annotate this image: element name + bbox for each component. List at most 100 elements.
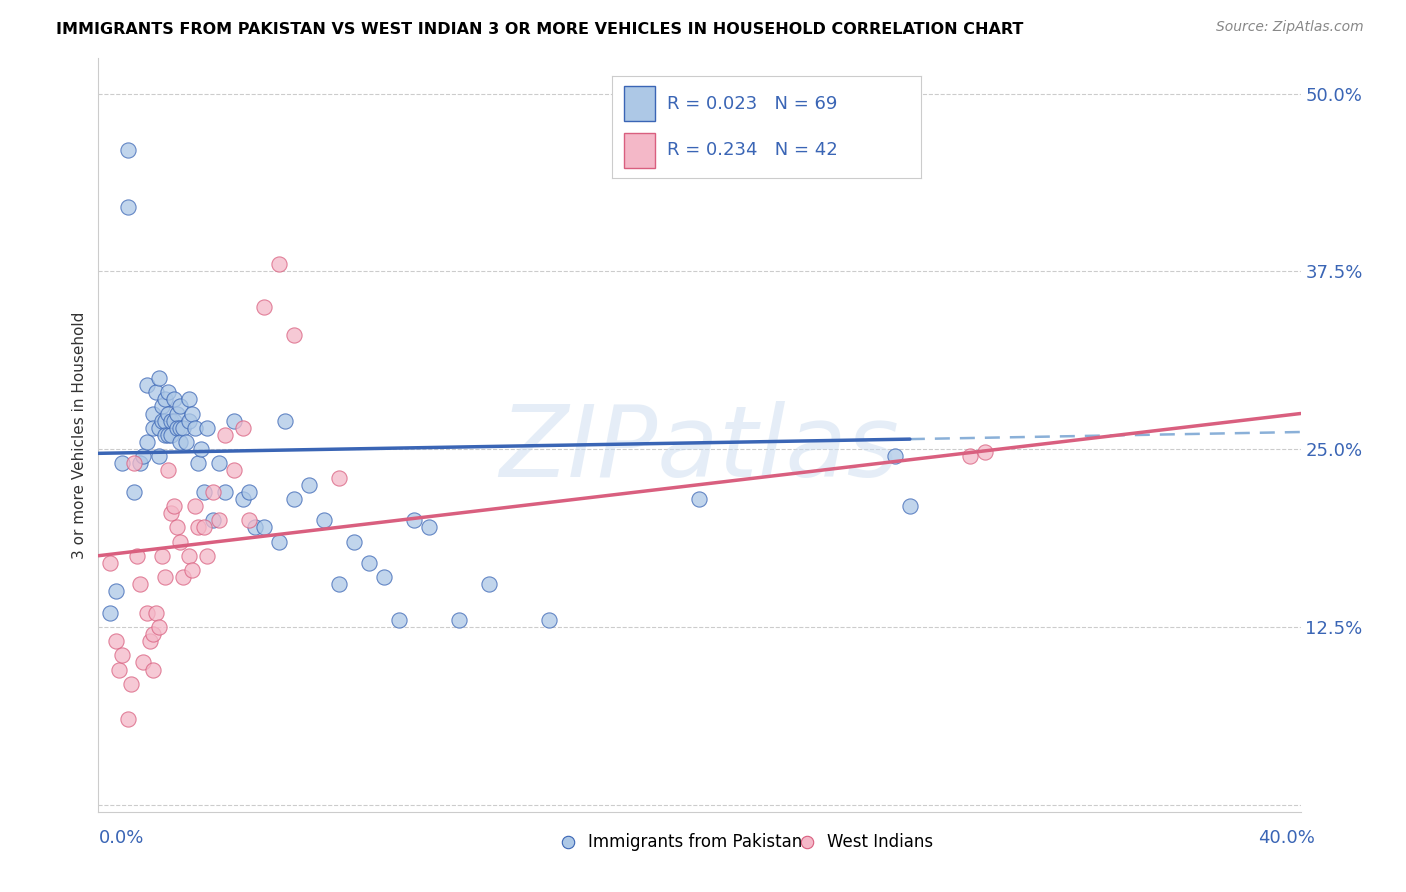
- Point: [187, 456, 209, 470]
- Point: [180, 563, 202, 577]
- Point: [208, 513, 231, 527]
- Text: Immigrants from Pakistan: Immigrants from Pakistan: [588, 833, 801, 851]
- Point: [201, 484, 224, 499]
- Point: [343, 534, 366, 549]
- Point: [145, 606, 167, 620]
- Point: [357, 556, 380, 570]
- Point: [105, 634, 128, 648]
- Point: [388, 613, 411, 627]
- Point: [105, 584, 128, 599]
- Point: [193, 520, 215, 534]
- Point: [166, 520, 188, 534]
- Point: [177, 549, 200, 563]
- Point: [253, 300, 276, 314]
- Point: [172, 570, 194, 584]
- Point: [129, 577, 152, 591]
- Point: [214, 484, 236, 499]
- Point: [141, 407, 163, 421]
- Point: [169, 534, 191, 549]
- Point: [141, 421, 163, 435]
- Point: [159, 427, 181, 442]
- Point: [183, 499, 205, 513]
- Point: [156, 385, 179, 400]
- Point: [298, 477, 321, 491]
- Point: [138, 634, 160, 648]
- Point: [124, 456, 146, 470]
- Point: [150, 414, 173, 428]
- Point: [274, 414, 297, 428]
- Point: [162, 414, 184, 428]
- Text: 40.0%: 40.0%: [1258, 829, 1315, 847]
- Point: [129, 456, 152, 470]
- Point: [166, 407, 188, 421]
- Point: [214, 427, 236, 442]
- Point: [121, 677, 143, 691]
- Point: [153, 427, 176, 442]
- Point: [135, 434, 157, 449]
- Point: [328, 577, 350, 591]
- Point: [148, 449, 170, 463]
- Point: [132, 656, 155, 670]
- Point: [253, 520, 276, 534]
- Point: [312, 513, 335, 527]
- Point: [557, 835, 579, 849]
- Point: [141, 663, 163, 677]
- Point: [177, 392, 200, 407]
- Point: [193, 484, 215, 499]
- Point: [148, 421, 170, 435]
- Point: [208, 456, 231, 470]
- Point: [243, 520, 266, 534]
- Point: [201, 513, 224, 527]
- Text: West Indians: West Indians: [827, 833, 932, 851]
- Point: [117, 200, 139, 214]
- FancyBboxPatch shape: [624, 133, 655, 168]
- Text: R = 0.234   N = 42: R = 0.234 N = 42: [668, 141, 838, 159]
- Point: [169, 400, 191, 414]
- Point: [883, 449, 905, 463]
- Point: [974, 445, 997, 459]
- Point: [187, 520, 209, 534]
- Point: [183, 421, 205, 435]
- Point: [283, 491, 305, 506]
- Point: [447, 613, 470, 627]
- Point: [238, 513, 260, 527]
- Point: [111, 456, 134, 470]
- Point: [283, 328, 305, 343]
- Point: [190, 442, 212, 456]
- Point: [100, 556, 122, 570]
- Point: [150, 400, 173, 414]
- FancyBboxPatch shape: [624, 87, 655, 121]
- Point: [132, 449, 155, 463]
- Text: ZIPatlas: ZIPatlas: [499, 401, 900, 499]
- Text: Source: ZipAtlas.com: Source: ZipAtlas.com: [1216, 20, 1364, 34]
- Point: [153, 414, 176, 428]
- Point: [418, 520, 440, 534]
- Point: [232, 491, 254, 506]
- Point: [232, 421, 254, 435]
- Point: [328, 470, 350, 484]
- Point: [373, 570, 395, 584]
- Point: [796, 835, 818, 849]
- Point: [156, 427, 179, 442]
- Point: [162, 499, 184, 513]
- Point: [148, 371, 170, 385]
- Point: [172, 421, 194, 435]
- Point: [100, 606, 122, 620]
- Point: [174, 434, 197, 449]
- Point: [195, 549, 218, 563]
- Point: [222, 414, 245, 428]
- Point: [117, 712, 139, 726]
- Point: [169, 421, 191, 435]
- Point: [127, 549, 149, 563]
- Point: [117, 144, 139, 158]
- Text: 0.0%: 0.0%: [98, 829, 143, 847]
- Point: [141, 627, 163, 641]
- Y-axis label: 3 or more Vehicles in Household: 3 or more Vehicles in Household: [72, 311, 87, 558]
- Point: [538, 613, 561, 627]
- Point: [108, 663, 131, 677]
- Point: [145, 385, 167, 400]
- Point: [898, 499, 921, 513]
- Point: [402, 513, 425, 527]
- Text: R = 0.023   N = 69: R = 0.023 N = 69: [668, 95, 838, 113]
- Point: [153, 570, 176, 584]
